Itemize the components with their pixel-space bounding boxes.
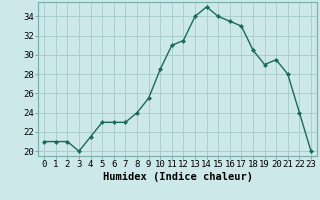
X-axis label: Humidex (Indice chaleur): Humidex (Indice chaleur)	[103, 172, 252, 182]
